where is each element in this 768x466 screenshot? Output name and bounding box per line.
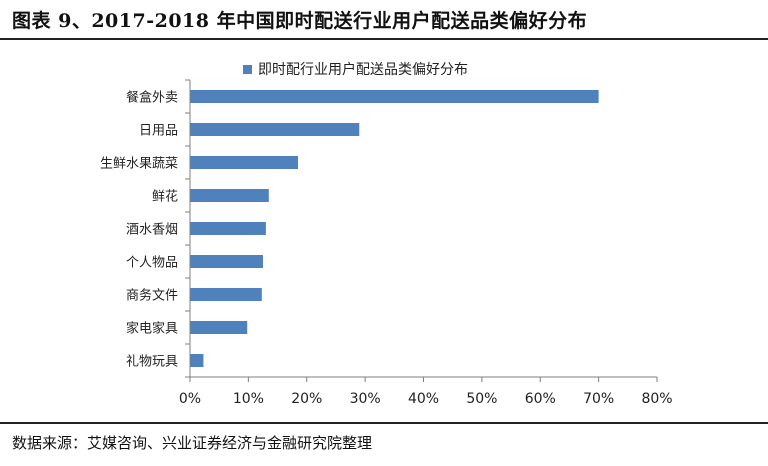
source-note: 数据来源：艾媒咨询、兴业证券经济与金融研究院整理: [12, 434, 373, 452]
bar-chart: 即时配行业用户配送品类偏好分布餐盒外卖日用品生鲜水果蔬菜鲜花酒水香烟个人物品商务…: [100, 61, 673, 407]
category-label: 生鲜水果蔬菜: [100, 157, 178, 172]
category-label: 鲜花: [152, 189, 178, 205]
x-tick-label: 0%: [179, 391, 201, 407]
bar: [190, 222, 266, 235]
x-tick-label: 10%: [233, 391, 264, 407]
category-label: 礼物玩具: [126, 354, 178, 370]
bar: [190, 255, 263, 268]
x-tick-label: 80%: [641, 391, 672, 407]
category-label: 商务文件: [126, 288, 178, 304]
category-label: 日用品: [139, 124, 178, 139]
x-tick-label: 30%: [350, 391, 381, 407]
bar: [190, 354, 204, 367]
bar: [190, 156, 298, 169]
legend-label: 即时配行业用户配送品类偏好分布: [258, 61, 468, 78]
source-band: 数据来源：艾媒咨询、兴业证券经济与金融研究院整理: [0, 422, 768, 466]
x-tick-label: 40%: [408, 391, 439, 407]
legend-swatch: [243, 65, 252, 74]
category-label: 个人物品: [126, 256, 178, 271]
bar: [190, 189, 269, 202]
bar: [190, 90, 599, 103]
category-label: 家电家具: [126, 321, 178, 337]
category-label: 餐盒外卖: [126, 90, 178, 106]
x-tick-label: 70%: [583, 391, 614, 407]
x-tick-label: 60%: [525, 391, 556, 407]
bar: [190, 123, 360, 136]
x-tick-label: 50%: [466, 391, 497, 407]
x-tick-label: 20%: [291, 391, 322, 407]
bar: [190, 321, 248, 334]
bar: [190, 288, 262, 301]
title-band: 图表 9、2017-2018 年中国即时配送行业用户配送品类偏好分布: [0, 0, 768, 40]
figure-title: 图表 9、2017-2018 年中国即时配送行业用户配送品类偏好分布: [12, 10, 588, 32]
chart-area: 即时配行业用户配送品类偏好分布餐盒外卖日用品生鲜水果蔬菜鲜花酒水香烟个人物品商务…: [0, 40, 768, 420]
category-label: 酒水香烟: [126, 223, 178, 238]
